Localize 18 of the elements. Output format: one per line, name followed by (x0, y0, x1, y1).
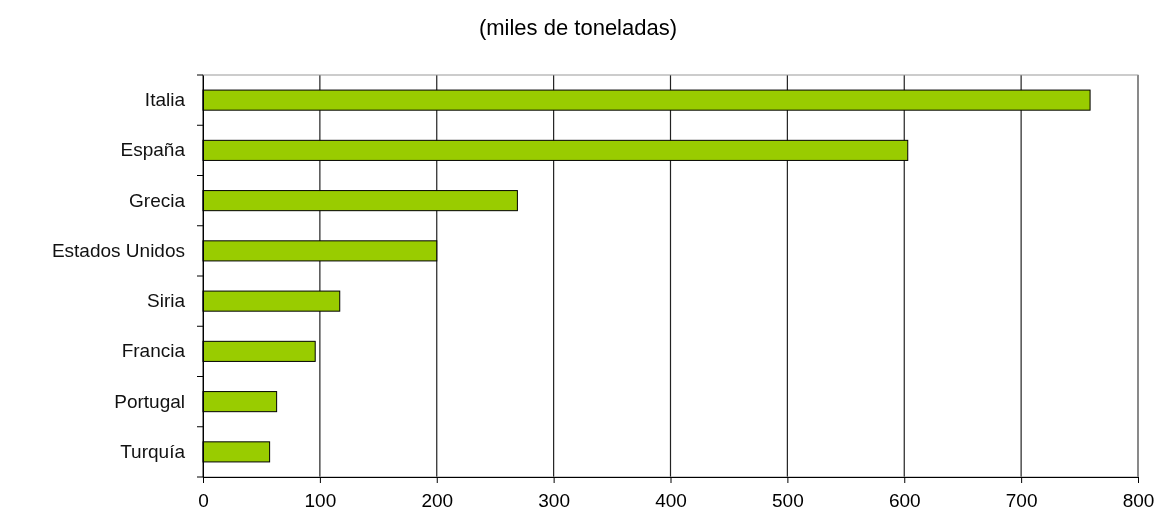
x-tick-label: 700 (1005, 489, 1038, 511)
y-tick-label: España (120, 139, 186, 161)
x-tick-label: 300 (538, 489, 570, 511)
x-tick-label: 500 (772, 489, 804, 511)
x-tick-label: 800 (1122, 489, 1155, 511)
x-tick-label: 600 (888, 489, 921, 511)
x-tick-label: 400 (655, 489, 687, 511)
x-tick-label: 0 (198, 489, 209, 511)
y-tick-label: Grecia (129, 189, 186, 211)
x-tick-label: 100 (304, 489, 337, 511)
y-tick-label: Siria (146, 290, 186, 312)
y-tick-label: Portugal (114, 390, 185, 412)
y-tick-label: Italia (144, 89, 186, 111)
x-tick-label: 200 (421, 489, 454, 511)
y-tick-label: Estados Unidos (51, 239, 185, 261)
chart-title: (miles de toneladas) (478, 15, 678, 40)
y-tick-label: Francia (121, 340, 186, 362)
y-tick-label: Turquía (120, 440, 186, 462)
